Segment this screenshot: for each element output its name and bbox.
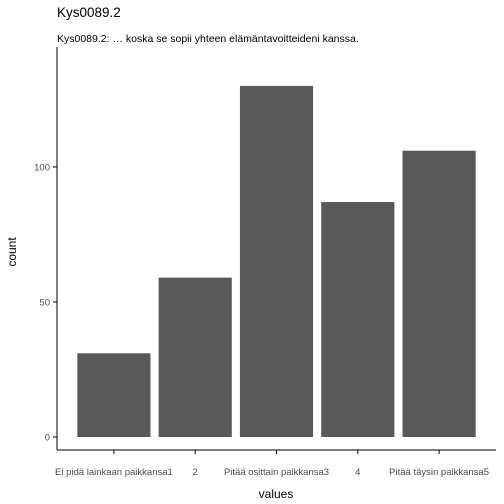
x-tick-label: Pitää täysin paikkansa5 [389, 467, 489, 478]
bar [402, 150, 476, 437]
x-axis-title: values [259, 487, 294, 501]
y-axis-title: count [5, 237, 19, 267]
bar [321, 202, 395, 437]
y-tick-label: 50 [39, 297, 50, 308]
chart-title: Kys0089.2 [57, 5, 121, 20]
bar [77, 353, 151, 437]
y-tick-label: 0 [45, 433, 50, 444]
y-axis-ticks: 0 50 100 [34, 162, 57, 444]
y-tick-label: 100 [34, 162, 50, 173]
x-tick-label: 4 [355, 467, 360, 478]
x-tick-label: Pitää osittain paikkansa3 [224, 467, 329, 478]
chart-subtitle: Kys0089.2: … koska se sopii yhteen elämä… [57, 33, 359, 45]
x-tick-label: 2 [193, 467, 198, 478]
x-axis-ticks: Ei pidä lainkaan paikkansa1 2 Pitää ositta… [55, 450, 489, 478]
bars-group [77, 85, 476, 437]
bar [239, 85, 314, 437]
x-tick-label: Ei pidä lainkaan paikkansa1 [55, 467, 173, 478]
bar [158, 277, 232, 437]
